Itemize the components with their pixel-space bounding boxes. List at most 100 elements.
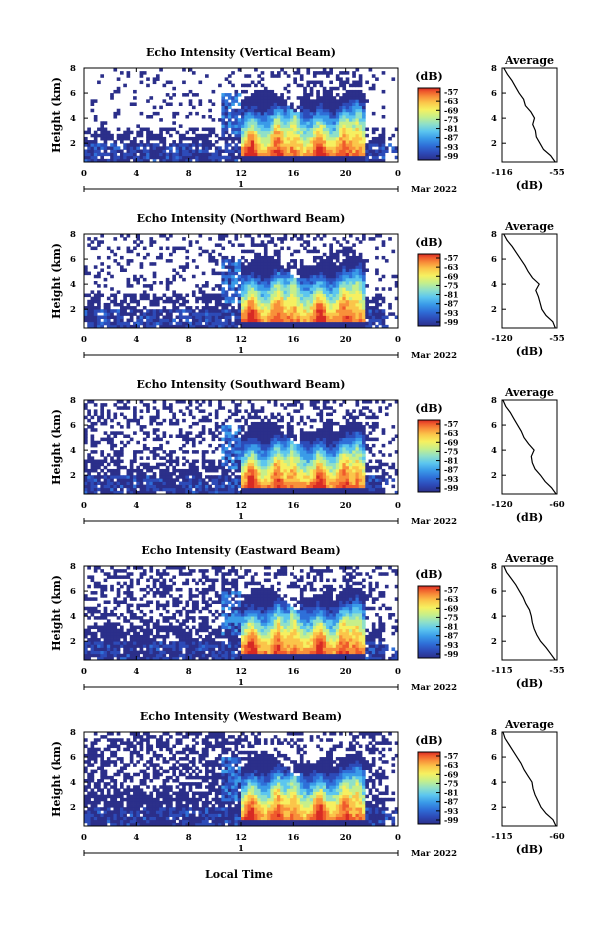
heatmap-cell [352, 93, 356, 97]
heatmap-cell [260, 83, 265, 88]
heatmap-cell [97, 240, 101, 244]
heatmap-cell [237, 312, 242, 316]
heatmap-cell [316, 118, 320, 122]
heatmap-cell [270, 111, 275, 116]
heatmap-cell [227, 415, 232, 420]
heatmap-cell [335, 293, 340, 298]
heatmap-cell [316, 108, 320, 113]
heatmap-cell [316, 299, 320, 304]
heatmap-cell [381, 255, 386, 260]
heatmap-cell [342, 400, 347, 404]
heatmap-cell [254, 271, 258, 276]
heatmap-cell [326, 271, 330, 276]
heatmap-cell [208, 412, 212, 417]
heatmap-cell [227, 299, 232, 304]
heatmap-cell [247, 143, 252, 147]
heatmap-cell [169, 281, 173, 285]
heatmap-cell [371, 306, 376, 310]
heatmap-cell [280, 124, 284, 128]
heatmap-cell [123, 406, 127, 410]
heatmap-cell [362, 472, 366, 476]
heatmap-cell [165, 324, 170, 329]
heatmap-cell [155, 143, 160, 147]
heatmap-cell [106, 315, 111, 319]
heatmap-cell [142, 255, 147, 260]
heatmap-cell [221, 302, 226, 307]
heatmap-cell [224, 306, 229, 310]
heatmap-cell [303, 284, 307, 288]
heatmap-cell [316, 262, 320, 266]
heatmap-cell [218, 299, 222, 304]
heatmap-cell [136, 309, 140, 313]
heatmap-cell [286, 306, 291, 310]
heatmap-cell [241, 149, 245, 153]
heatmap-cell [119, 321, 124, 326]
heatmap-cell [247, 484, 252, 489]
heatmap-cell [159, 318, 163, 323]
heatmap-cell [312, 111, 317, 116]
heatmap-cell [208, 252, 212, 257]
heatmap-cell [283, 481, 288, 485]
heatmap-cell [306, 234, 311, 238]
heatmap-cell [339, 296, 343, 301]
heatmap-cell [152, 293, 157, 298]
heatmap-cell [152, 490, 157, 495]
heatmap-cell [260, 418, 265, 423]
heatmap-cell [227, 265, 232, 269]
heatmap-cell [254, 155, 258, 160]
heatmap-cell [254, 475, 258, 479]
heatmap-cell [142, 490, 147, 495]
heatmap-cell [244, 152, 248, 157]
heatmap-cell [270, 105, 275, 110]
heatmap-cell [254, 121, 258, 125]
heatmap-cell [224, 155, 229, 160]
heatmap-cell [116, 136, 121, 141]
heatmap-cell [263, 431, 268, 435]
heatmap-cell [273, 312, 278, 316]
heatmap-cell [142, 306, 147, 310]
heatmap-cell [273, 74, 278, 78]
heatmap-cell [267, 309, 271, 313]
heatmap-cell [185, 309, 190, 313]
heatmap-cell [90, 299, 95, 304]
heatmap-cell [352, 277, 356, 282]
heatmap-cell [198, 318, 203, 323]
heatmap-cell [244, 447, 248, 451]
heatmap-cell [227, 158, 232, 163]
heatmap-cell [224, 290, 229, 294]
heatmap-cell [257, 475, 262, 479]
heatmap-cell [146, 487, 150, 492]
heatmap-cell [93, 324, 98, 329]
heatmap-cell [119, 140, 124, 144]
heatmap-cell [273, 111, 278, 116]
heatmap-cell [123, 130, 127, 135]
heatmap-cell [267, 268, 271, 272]
heatmap-cell [358, 133, 363, 138]
heatmap-cell [267, 281, 271, 285]
heatmap-cell [254, 124, 258, 128]
heatmap-cell [263, 472, 268, 476]
heatmap-cell [250, 281, 255, 285]
heatmap-cell [100, 124, 105, 128]
heatmap-cell [303, 296, 307, 301]
heatmap-cell [326, 124, 330, 128]
heatmap-cell [303, 293, 307, 298]
heatmap-cell [319, 296, 324, 301]
heatmap-cell [270, 440, 275, 445]
heatmap-cell [378, 309, 383, 313]
heatmap-cell [227, 115, 232, 119]
heatmap-cell [90, 315, 95, 319]
heatmap-cell [378, 321, 383, 326]
heatmap-cell [254, 431, 258, 435]
heatmap-cell [87, 425, 91, 429]
heatmap-cell [306, 437, 311, 442]
heatmap-cell [198, 324, 203, 329]
heatmap-cell [355, 99, 360, 103]
heatmap-cell [149, 155, 154, 160]
heatmap-cell [247, 299, 252, 304]
heatmap-cell [362, 234, 366, 238]
heatmap-cell [280, 121, 284, 125]
heatmap-cell [126, 425, 131, 429]
heatmap-cell [299, 324, 304, 329]
heatmap-cell [182, 418, 186, 423]
